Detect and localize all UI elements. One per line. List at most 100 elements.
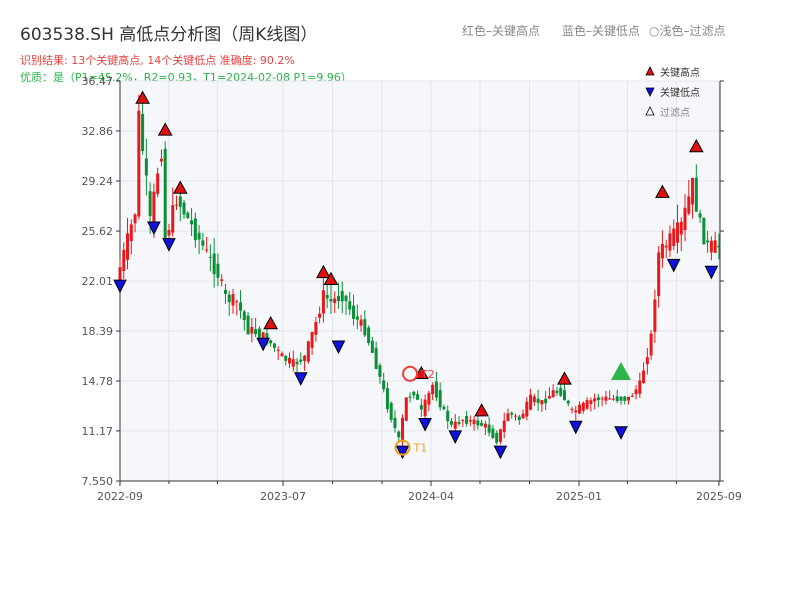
candle [562,383,566,401]
y-tick-label: 7.550 [82,475,114,488]
candle-body [581,402,585,411]
candle [487,417,491,437]
candle-body [344,295,348,302]
candle-body [340,290,344,302]
candle [359,314,363,332]
candle [521,409,525,420]
candle-body [566,400,570,404]
legend-marker-high [645,66,655,76]
candle [242,309,246,331]
candle [495,430,499,445]
candle [634,385,638,400]
candle [284,354,288,366]
candle [269,339,273,347]
candle-body [208,256,212,258]
candle [367,325,371,346]
candle [502,412,506,439]
y-tick-label: 18.39 [82,325,114,338]
candle-body [679,221,683,235]
candle-body [359,319,363,326]
candle-body [231,294,235,306]
candle-body [449,421,453,425]
candle-body [299,359,303,362]
candle [374,341,378,370]
candle [235,299,239,316]
x-tick-label: 2022-09 [97,490,143,503]
candle [197,225,201,255]
candle-body [562,390,566,401]
candle [619,395,623,405]
candle-body [171,205,175,233]
candle-body [551,390,555,398]
high-marker [655,184,670,198]
candle [645,348,649,375]
candle [581,401,585,414]
candle [389,401,393,423]
candle-body [442,406,446,410]
candle [668,225,672,257]
legend-label-high: 关键高点 [660,66,700,79]
candle-body [186,212,190,219]
candle-body [227,294,231,303]
candle-body [498,429,502,442]
candle-body [205,249,209,251]
candle [355,304,359,330]
candle-body [178,196,182,207]
candle-body [408,396,412,398]
x-tick-label: 2025-01 [556,490,602,503]
high-marker [316,264,331,279]
candle-body [687,196,691,214]
candle-body [118,267,122,282]
y-tick-label: 22.01 [82,275,114,288]
candle [340,281,344,314]
low-marker [568,420,583,435]
candle-body [329,298,333,302]
candle [306,340,310,364]
y-tick-label: 36.47 [82,75,114,88]
candle-body [367,327,371,344]
candle-body [506,413,510,421]
candle [578,401,582,415]
candle [555,387,559,396]
candle-body [336,295,340,301]
candle-body [698,213,702,218]
low-marker [493,445,508,460]
candle-body [163,148,167,241]
candle [461,418,465,427]
low-marker [147,221,161,236]
candle [431,382,435,401]
candle [201,232,205,251]
candle [457,416,461,427]
candle-body [416,394,420,400]
candle [713,231,717,254]
candle-body [175,204,179,206]
t1-label: T1 [413,442,428,455]
candle-body [491,428,495,439]
legend-label-filtered: 过滤点 [660,106,690,119]
candle [212,238,216,288]
candle-body [242,311,246,320]
candle [638,372,642,398]
candle [178,188,182,222]
candle [615,389,619,403]
candle-body [495,432,499,443]
candle [280,351,284,357]
candle-body [348,301,352,310]
candle-body [483,423,487,428]
high-marker [413,365,429,380]
y-tick-label: 29.24 [82,175,114,188]
candle [717,233,721,260]
candle-body [393,417,397,429]
candle-body [389,402,393,420]
candle-body [480,422,484,426]
candle-body [412,391,416,396]
candle-body [664,245,668,248]
candle [442,404,446,411]
candle-body [536,398,540,403]
low-marker [704,265,719,280]
candle [325,281,329,309]
y-tick-label: 25.62 [82,225,114,238]
low-marker [162,238,176,252]
candle-body [141,113,145,152]
candle [246,312,250,335]
